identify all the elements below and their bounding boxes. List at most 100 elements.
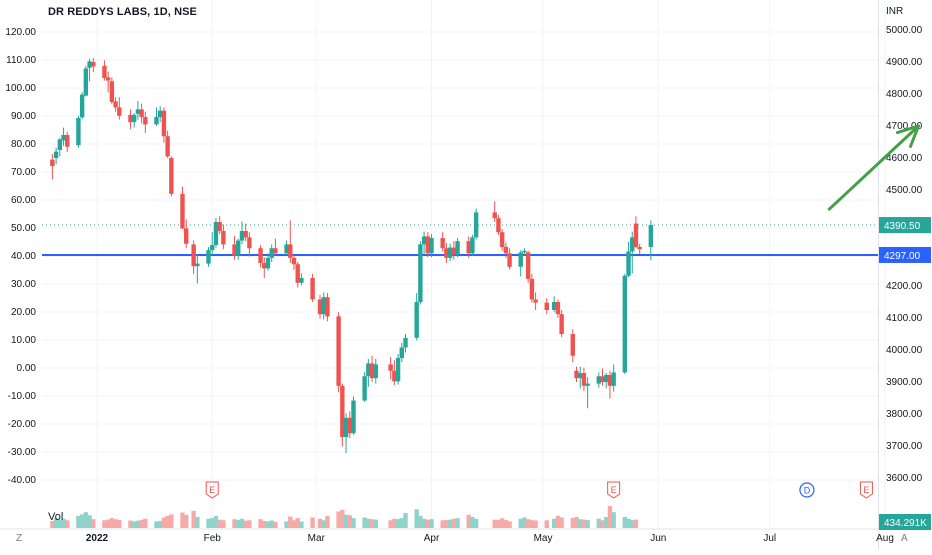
candle xyxy=(265,253,271,271)
candle xyxy=(262,257,267,278)
volume-bar xyxy=(206,518,211,528)
auto-scale-icon[interactable]: A xyxy=(901,533,908,544)
volume-bar xyxy=(455,518,460,528)
earnings-marker[interactable]: E xyxy=(205,481,219,499)
left-tick-label: 30.00 xyxy=(11,279,36,290)
candle-body xyxy=(347,417,352,434)
volume-bar xyxy=(258,519,263,528)
candle xyxy=(466,236,471,258)
candle-body xyxy=(50,159,55,166)
candle-body xyxy=(630,237,635,252)
candle xyxy=(184,219,189,249)
volume-bar xyxy=(128,520,133,528)
candle xyxy=(210,232,215,255)
candle-body xyxy=(169,158,174,194)
candle-body xyxy=(65,134,70,147)
candle xyxy=(247,232,252,257)
candle-body xyxy=(581,373,587,386)
candle xyxy=(496,214,501,235)
candle xyxy=(637,243,642,254)
volume-bar xyxy=(239,518,245,528)
candle xyxy=(596,372,601,388)
level-price-badge-text: 4297.00 xyxy=(884,251,921,262)
candle xyxy=(191,240,196,274)
volume-bar xyxy=(551,518,557,528)
candle-body xyxy=(533,299,538,303)
candle xyxy=(604,373,609,389)
dividend-marker[interactable]: D xyxy=(799,482,815,498)
volume-bar xyxy=(321,520,326,528)
candle-body xyxy=(53,151,59,158)
candle-body xyxy=(403,337,408,348)
candle xyxy=(109,77,115,105)
volume-bar xyxy=(596,518,601,528)
horizontal-level[interactable] xyxy=(42,224,878,256)
volume-bar xyxy=(325,515,330,528)
candle xyxy=(317,294,323,319)
volume-bar xyxy=(470,517,475,528)
candle xyxy=(633,216,639,249)
timezone-icon[interactable]: Z xyxy=(16,533,23,544)
candle xyxy=(392,360,397,386)
candle-body xyxy=(455,241,460,255)
candle-body xyxy=(57,139,63,150)
volume-bars xyxy=(50,506,639,528)
volume-bar xyxy=(559,517,564,528)
candle xyxy=(455,238,460,258)
candle-body xyxy=(236,240,241,256)
time-tick-label: Feb xyxy=(204,533,222,544)
left-tick-label: 120.00 xyxy=(5,27,36,38)
volume-bar xyxy=(154,521,159,528)
volume-bar xyxy=(518,518,523,528)
candle-body xyxy=(291,257,297,265)
candle-body xyxy=(444,248,449,258)
candle xyxy=(217,216,222,235)
volume-bar xyxy=(65,520,70,528)
earnings-marker[interactable]: E xyxy=(607,481,621,499)
volume-bar xyxy=(507,521,512,528)
volume-bar xyxy=(184,514,189,528)
volume-bar xyxy=(399,518,404,528)
trend-arrow[interactable] xyxy=(827,124,920,211)
volume-bar xyxy=(336,511,341,528)
candle-body xyxy=(373,364,378,379)
candle xyxy=(131,113,137,128)
volume-bar xyxy=(295,518,300,528)
volume-bar xyxy=(574,517,579,528)
candle xyxy=(243,223,248,242)
candle-body xyxy=(265,257,271,269)
candle-body xyxy=(195,263,200,267)
volume-bar xyxy=(117,520,122,528)
candle-body xyxy=(262,262,267,269)
volume-bar xyxy=(76,515,81,528)
candle xyxy=(284,240,289,256)
candle xyxy=(79,92,85,119)
time-axis: 2022 Feb Mar Apr May Jun Jul Aug xyxy=(0,528,932,544)
candle xyxy=(366,358,371,387)
candle xyxy=(473,208,479,240)
candle xyxy=(139,103,144,124)
earnings-marker[interactable]: E xyxy=(859,481,873,499)
volume-bar xyxy=(630,520,635,528)
candle-body xyxy=(76,118,81,146)
candle xyxy=(388,357,393,380)
candle-body xyxy=(87,61,92,68)
candle xyxy=(105,71,111,93)
candle-body xyxy=(607,374,613,386)
candle-body xyxy=(317,299,323,315)
candle-body xyxy=(447,247,453,258)
candle-body xyxy=(499,232,505,247)
candle xyxy=(128,109,133,130)
candle-body xyxy=(525,252,531,279)
candle-body xyxy=(648,225,654,247)
candle-body xyxy=(161,110,167,137)
candle-body xyxy=(366,363,371,377)
candle-body xyxy=(239,230,245,241)
candle xyxy=(143,111,148,134)
candle-body xyxy=(604,374,609,382)
candle xyxy=(470,234,475,256)
volume-bar xyxy=(466,514,471,528)
